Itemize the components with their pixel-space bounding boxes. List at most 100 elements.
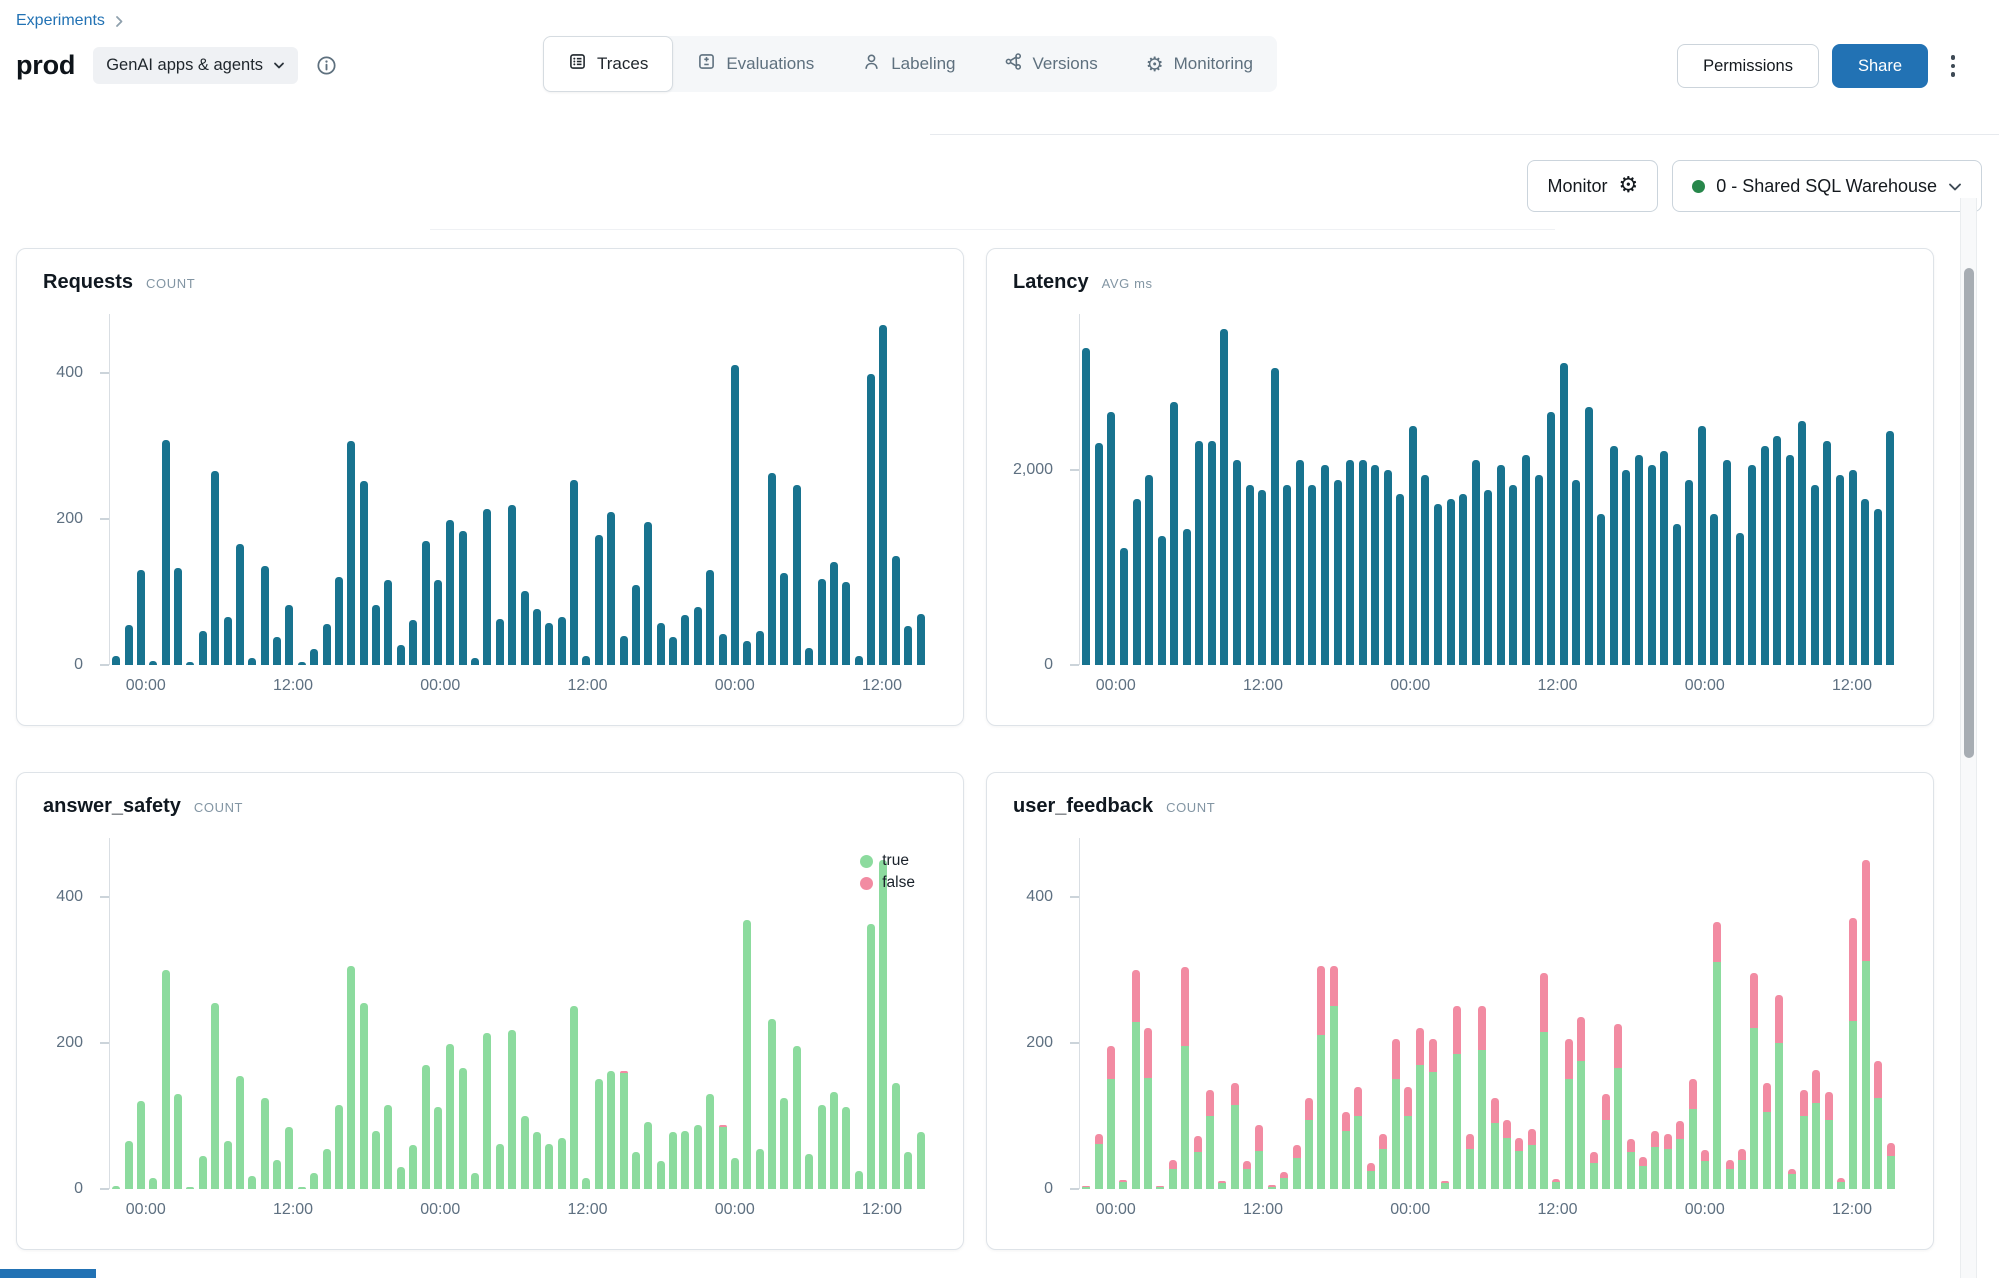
bar xyxy=(345,838,357,1189)
bar xyxy=(1810,838,1822,1189)
bar-segment-true xyxy=(433,1107,442,1189)
bar-segment-avg_ms xyxy=(1434,504,1443,665)
bar-segment-true xyxy=(235,1075,244,1189)
bar xyxy=(419,838,431,1189)
legend-item-true[interactable]: true xyxy=(860,852,915,870)
bar xyxy=(1394,314,1407,665)
bar-segment-count xyxy=(829,561,838,665)
bar xyxy=(1142,838,1154,1189)
bar-segment-false xyxy=(1799,1090,1808,1116)
bar xyxy=(1736,838,1748,1189)
bar-segment-avg_ms xyxy=(1094,442,1103,665)
x-tick-label: 00:00 xyxy=(420,1201,461,1218)
bar-segment-avg_ms xyxy=(1848,470,1857,665)
bar-segment-true xyxy=(161,969,170,1189)
legend-dot-icon xyxy=(860,854,874,868)
bar-segment-true xyxy=(1527,1145,1536,1189)
bar-segment-avg_ms xyxy=(1722,460,1731,665)
bar-segment-false xyxy=(1391,1039,1400,1080)
bar-segment-true xyxy=(285,1126,294,1189)
bar-segment-count xyxy=(792,485,801,665)
tab-label: Labeling xyxy=(891,54,956,73)
bar xyxy=(1733,314,1746,665)
bar-segment-true xyxy=(1502,1137,1511,1189)
bar-segment-count xyxy=(706,569,715,665)
bar-segment-false xyxy=(1193,1136,1202,1153)
bar-segment-avg_ms xyxy=(1421,474,1430,665)
warehouse-selector[interactable]: 0 - Shared SQL Warehouse xyxy=(1672,160,1982,212)
bar-segment-false xyxy=(718,1124,727,1127)
bar xyxy=(1253,838,1265,1189)
bar-segment-true xyxy=(644,1121,653,1189)
plot-area: true false xyxy=(100,838,927,1190)
bar-segment-true xyxy=(829,1092,838,1189)
bar-segment-false xyxy=(1725,1159,1734,1169)
bar-segment-count xyxy=(669,637,678,665)
bar xyxy=(1294,314,1307,665)
bar-segment-avg_ms xyxy=(1823,440,1832,665)
bar xyxy=(283,314,295,665)
bar-segment-true xyxy=(1886,1156,1895,1189)
bar-segment-count xyxy=(446,520,455,665)
bar-segment-count xyxy=(805,648,814,665)
tab-traces[interactable]: Traces xyxy=(543,36,674,92)
bar-segment-avg_ms xyxy=(1258,489,1267,665)
bar xyxy=(1439,838,1451,1189)
bar xyxy=(840,314,852,665)
bar xyxy=(1608,314,1621,665)
share-button[interactable]: Share xyxy=(1831,44,1928,88)
tab-labeling[interactable]: Labeling xyxy=(838,36,979,92)
bar xyxy=(172,314,184,665)
bar-segment-count xyxy=(174,568,183,665)
bar-segment-false xyxy=(1416,1028,1425,1065)
bar-segment-count xyxy=(904,626,913,665)
overflow-menu-button[interactable] xyxy=(1941,44,1965,88)
bar-segment-true xyxy=(124,1141,133,1189)
bar-segment-true xyxy=(1453,1053,1462,1189)
partial-blue-element[interactable] xyxy=(0,1269,96,1278)
bar-segment-true xyxy=(1861,960,1870,1189)
bar-segment-avg_ms xyxy=(1509,484,1518,665)
bar-segment-avg_ms xyxy=(1082,348,1091,665)
breadcrumb-link-experiments[interactable]: Experiments xyxy=(16,12,105,29)
x-tick-label: 12:00 xyxy=(861,1201,903,1218)
bar-segment-avg_ms xyxy=(1559,362,1568,665)
bar-segment-false xyxy=(1639,1156,1648,1166)
bar xyxy=(333,314,345,665)
bar-segment-count xyxy=(149,660,158,665)
bar xyxy=(865,838,877,1189)
legend-item-false[interactable]: false xyxy=(860,874,915,892)
bar-segment-avg_ms xyxy=(1182,528,1191,665)
bar xyxy=(259,314,271,665)
y-tick-label: 0 xyxy=(74,1180,83,1197)
bar-segment-avg_ms xyxy=(1597,513,1606,665)
bar xyxy=(1181,314,1194,665)
scrollbar-track[interactable] xyxy=(1960,198,1977,1278)
tab-monitoring[interactable]: ⚙ Monitoring xyxy=(1122,36,1277,92)
tab-versions[interactable]: Versions xyxy=(980,36,1122,92)
bar xyxy=(704,838,716,1189)
bar-segment-count xyxy=(768,472,777,665)
bar xyxy=(1711,838,1723,1189)
bar xyxy=(172,838,184,1189)
bar xyxy=(630,838,642,1189)
bar-segment-count xyxy=(891,556,900,665)
bar-segment-true xyxy=(1082,1186,1091,1189)
bar-segment-true xyxy=(1837,1181,1846,1189)
info-icon[interactable] xyxy=(316,55,337,76)
y-axis: 0 200 400 xyxy=(1013,838,1069,1198)
bar-segment-avg_ms xyxy=(1308,484,1317,665)
scrollbar-thumb[interactable] xyxy=(1964,268,1974,758)
bar-segment-avg_ms xyxy=(1408,426,1417,665)
monitor-button[interactable]: Monitor ⚙ xyxy=(1527,160,1659,212)
bar-segment-true xyxy=(532,1131,541,1189)
tab-evaluations[interactable]: Evaluations xyxy=(673,36,838,92)
bar xyxy=(395,314,407,665)
permissions-button[interactable]: Permissions xyxy=(1677,44,1819,88)
bar xyxy=(642,314,654,665)
bar xyxy=(543,314,555,665)
bar xyxy=(605,314,617,665)
x-tick-label: 12:00 xyxy=(1831,1201,1873,1218)
chart-title: user_feedback xyxy=(1013,795,1154,817)
experiment-type-dropdown[interactable]: GenAI apps & agents xyxy=(93,46,299,84)
